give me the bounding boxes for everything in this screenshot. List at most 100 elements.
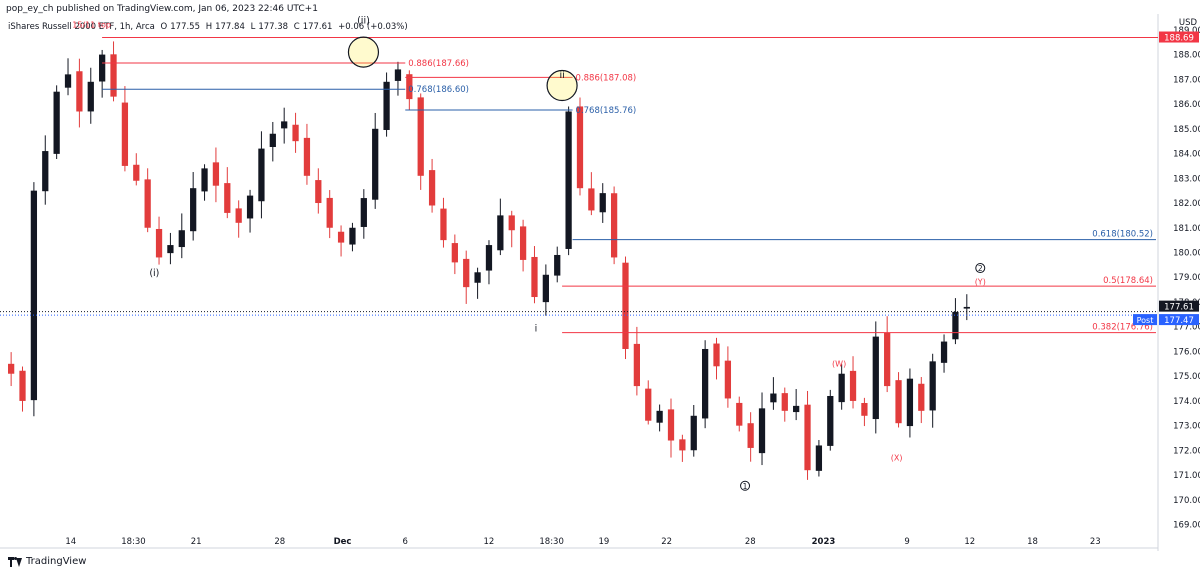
candle-body xyxy=(588,188,595,211)
price-chart[interactable]: 0.886(187.66) 0.768(186.60) 0.886(187.08) 0… xyxy=(0,0,1200,551)
candle-body xyxy=(497,215,504,251)
candle-body xyxy=(76,71,83,112)
candle-body xyxy=(918,383,925,411)
candle-body xyxy=(281,121,288,129)
time-tick-label: 14 xyxy=(65,537,76,547)
wave-label: 2 xyxy=(978,264,983,273)
candle-body xyxy=(929,361,936,411)
fib-label: 0.768(186.60) xyxy=(408,85,469,95)
candle-body xyxy=(861,402,868,416)
candle-body xyxy=(349,227,356,245)
price-tick-label: 171.00 xyxy=(1173,471,1200,481)
candle-body xyxy=(428,170,436,206)
candle-body xyxy=(155,228,163,258)
candle-body xyxy=(292,124,299,142)
candle-body xyxy=(326,197,333,228)
candle-body xyxy=(793,405,800,413)
candle-body xyxy=(30,190,38,401)
candle-body xyxy=(872,336,879,420)
wave-label: 1 xyxy=(743,482,748,491)
candle-body xyxy=(99,54,106,82)
candle-body xyxy=(827,395,834,446)
candle-body xyxy=(667,409,675,441)
fib-label: 0.886(187.66) xyxy=(408,59,469,69)
candle-body xyxy=(599,193,606,213)
candle-body xyxy=(884,332,891,387)
price-tick-label: 174.00 xyxy=(1173,397,1200,407)
price-tick-label: 175.00 xyxy=(1173,372,1200,382)
time-tick-label: 18:30 xyxy=(121,537,146,547)
candle-body xyxy=(144,179,151,228)
candle-body xyxy=(360,198,367,227)
candle-body xyxy=(121,102,129,166)
price-badge xyxy=(1159,31,1199,43)
wave-label: 15/11 top xyxy=(72,20,111,29)
candle-body xyxy=(42,151,49,192)
time-tick-label: 19 xyxy=(598,537,609,547)
candle-body xyxy=(940,341,948,363)
candle-body xyxy=(235,208,242,223)
price-badge-label: 177.61 xyxy=(1164,303,1194,313)
candle-body xyxy=(702,348,709,419)
publish-info: pop_ey_ch published on TradingView.com, … xyxy=(6,4,318,14)
candle-body xyxy=(8,363,15,374)
candle-body xyxy=(337,231,345,243)
symbol-name[interactable]: iShares Russell 2000 ETF, 1h, Arca xyxy=(8,22,155,32)
price-tick-label: 188.00 xyxy=(1173,51,1200,61)
candle-body xyxy=(269,133,276,148)
candle-body xyxy=(315,180,322,204)
candle-body xyxy=(167,245,174,254)
candle-body xyxy=(610,193,618,258)
price-tick-label: 183.00 xyxy=(1173,174,1200,184)
price-tick-label: 172.00 xyxy=(1173,446,1200,456)
currency-label: USD xyxy=(1179,18,1198,28)
footer: TradingView xyxy=(0,551,1200,573)
candle-body xyxy=(87,81,94,112)
candle-body xyxy=(849,370,857,401)
candle-body xyxy=(110,54,117,97)
candle-body xyxy=(770,393,777,403)
candle-body xyxy=(804,404,811,471)
high-label: H xyxy=(205,22,213,32)
candle-body xyxy=(246,195,254,219)
candle-body xyxy=(576,106,584,189)
candle-body xyxy=(224,183,231,213)
price-tick-label: 169.00 xyxy=(1173,521,1200,531)
time-tick-label: 6 xyxy=(403,537,408,547)
fib-label: 0.5(178.64) xyxy=(1103,276,1153,286)
low-label: L xyxy=(250,22,256,32)
time-tick-label: 28 xyxy=(745,537,756,547)
candle-body xyxy=(451,243,458,263)
candle-body xyxy=(690,415,697,451)
candle-body xyxy=(565,111,572,249)
candle-body xyxy=(212,162,220,186)
price-tick-label: 187.00 xyxy=(1173,75,1200,85)
candle-body xyxy=(178,230,185,248)
time-tick-label: 18 xyxy=(1027,537,1038,547)
wave-label: (ii) xyxy=(357,16,370,27)
candle-body xyxy=(747,423,754,448)
candle-body xyxy=(133,164,140,181)
time-tick-label: 22 xyxy=(661,537,672,547)
price-tick-label: 182.00 xyxy=(1173,199,1200,209)
tradingview-logo-text: TradingView xyxy=(26,556,87,567)
candle-body xyxy=(633,343,641,387)
candle-body xyxy=(815,445,823,471)
candle-body xyxy=(519,226,527,260)
candle-body xyxy=(372,128,379,200)
tradingview-logo-icon xyxy=(8,556,22,567)
candle-body xyxy=(645,388,652,421)
candle-body xyxy=(474,272,481,283)
wave-label: (W) xyxy=(832,359,846,368)
time-tick-label: 12 xyxy=(483,537,494,547)
tradingview-logo[interactable]: TradingView xyxy=(8,556,86,567)
high-value: 177.84 xyxy=(215,22,245,32)
time-tick-label: 23 xyxy=(1090,537,1101,547)
wave-label: ii xyxy=(559,70,564,81)
price-badge xyxy=(1159,300,1199,312)
candle-body xyxy=(383,81,390,130)
time-tick-label: 28 xyxy=(274,537,285,547)
candle-body xyxy=(258,148,265,202)
open-value: 177.55 xyxy=(170,22,200,32)
fib-label: 0.886(187.08) xyxy=(576,73,637,83)
